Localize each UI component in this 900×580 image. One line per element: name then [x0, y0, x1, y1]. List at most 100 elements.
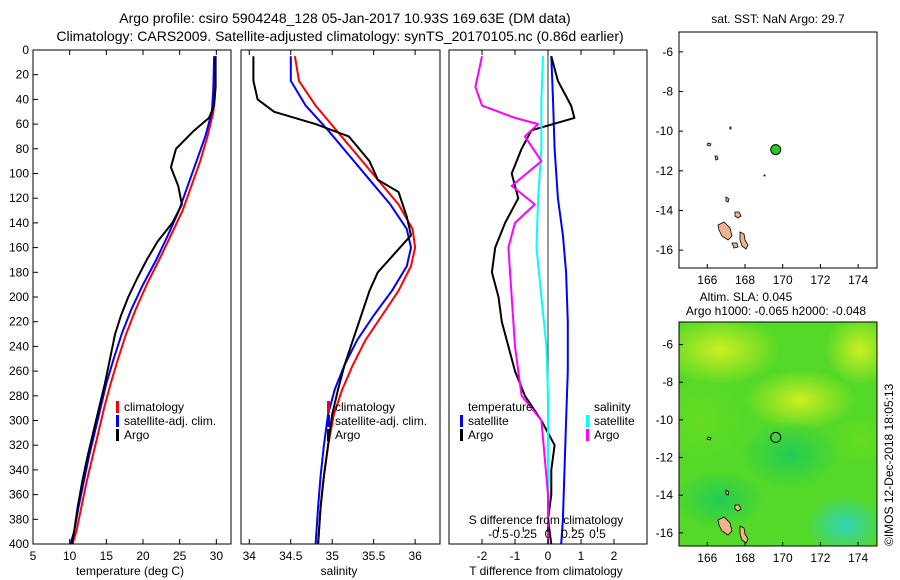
- legend-t-satellite: satellite: [468, 414, 509, 428]
- depth-tick-label: 280: [9, 389, 29, 403]
- depth-tick-label: 400: [9, 537, 29, 551]
- sst-map-xticks: 166 168 170 172 174: [697, 264, 868, 287]
- difference-t-xlabel: T difference from climatology: [469, 564, 623, 578]
- depth-tick-label: 200: [9, 290, 29, 304]
- salinity-xlabel: salinity: [321, 564, 358, 578]
- island: [725, 196, 730, 203]
- x-tick-label: 0: [545, 549, 552, 563]
- island: [739, 231, 749, 250]
- legend-t-argo: Argo: [468, 428, 494, 442]
- legend-salinity-header: salinity: [594, 400, 631, 414]
- sst-map-islands: [706, 126, 766, 250]
- x-tick-label: 20: [136, 549, 150, 563]
- salinity-frame: [240, 49, 441, 545]
- lon-tick-label: 172: [810, 273, 830, 287]
- lon-tick-label: 174: [848, 273, 868, 287]
- legend-climatology: climatology: [124, 400, 184, 414]
- island: [739, 525, 749, 544]
- legend-t-satellite-swatch: [460, 415, 463, 427]
- sla-map-frame: [678, 321, 878, 547]
- depth-tick-label: 320: [9, 438, 29, 452]
- lon-tick-label: 170: [773, 551, 793, 565]
- sla-mid: [679, 380, 740, 460]
- x-tick-label: -2: [477, 549, 488, 563]
- s-tick-label: 0.5: [589, 527, 606, 541]
- difference-s-xlabel: S difference from climatology: [469, 513, 624, 527]
- depth-tick-label: 80: [16, 142, 30, 156]
- lat-tick-label: -16: [656, 526, 674, 540]
- legend-argo: Argo: [124, 428, 150, 442]
- island: [763, 174, 766, 177]
- legend-climatology: climatology: [335, 400, 395, 414]
- sla-map-xticks: 166 168 170 172 174: [697, 542, 868, 565]
- series-argo: [252, 56, 412, 545]
- series-climatology: [71, 56, 217, 545]
- depth-tick-label: 340: [9, 463, 29, 477]
- series-argo: [70, 56, 217, 545]
- legend-satellite-swatch: [327, 415, 330, 427]
- x-tick-label: 5: [30, 549, 37, 563]
- sla-high: [745, 370, 855, 430]
- lon-tick-label: 168: [735, 273, 755, 287]
- sla-high: [825, 322, 877, 385]
- x-tick-label: 1: [578, 549, 585, 563]
- depth-tick-label: 360: [9, 488, 29, 502]
- temperature-legend: climatology satellite-adj. clim. Argo: [116, 400, 216, 442]
- sla-low: [740, 420, 840, 490]
- legend-climatology-swatch: [116, 401, 119, 413]
- x-tick-label: 35.5: [362, 549, 386, 563]
- difference-legend: temperature satellite Argo salinity sate…: [460, 400, 635, 442]
- sla-map-subtitle: Argo h1000: -0.065 h2000: -0.048: [686, 304, 866, 318]
- x-tick-label: 34: [243, 549, 257, 563]
- legend-s-satellite-swatch: [586, 415, 589, 427]
- lat-tick-label: -16: [656, 243, 674, 257]
- lat-tick-label: -10: [656, 413, 674, 427]
- lat-tick-label: -14: [656, 203, 674, 217]
- depth-tick-label: 100: [9, 167, 29, 181]
- s-tick-label: -0.5: [488, 527, 509, 541]
- legend-s-satellite: satellite: [594, 414, 635, 428]
- depth-tick-label: 160: [9, 241, 29, 255]
- depth-tick-label: 140: [9, 216, 29, 230]
- series-satellite-adj-clim-: [69, 56, 216, 545]
- island: [706, 436, 712, 441]
- depth-tick-label: 300: [9, 414, 29, 428]
- temperature-panel: 0 20 40 60 80 100 120 140 160 180 200 220 240 260 280 3…: [9, 43, 232, 578]
- lat-tick-label: -12: [656, 451, 674, 465]
- island: [706, 142, 712, 147]
- sla-high: [679, 322, 780, 385]
- salinity-legend: climatology satellite-adj. clim. Argo: [327, 400, 427, 442]
- island: [717, 516, 733, 536]
- legend-satellite: satellite-adj. clim.: [335, 414, 427, 428]
- temperature-xlabel: temperature (deg C): [76, 564, 184, 578]
- temperature-series: [69, 56, 217, 545]
- legend-t-argo-swatch: [460, 429, 463, 441]
- lon-tick-label: 172: [810, 551, 830, 565]
- lat-tick-label: -8: [662, 375, 673, 389]
- lat-tick-label: -12: [656, 164, 674, 178]
- sla-low: [679, 470, 765, 530]
- sla-argo-marker-layer: [770, 431, 782, 443]
- depth-tick-label: 380: [9, 512, 29, 526]
- imos-credit: ©IMOS 12-Dec-2018 18:05:13: [882, 383, 896, 546]
- lon-tick-label: 166: [697, 273, 717, 287]
- lat-tick-label: -14: [656, 488, 674, 502]
- island: [731, 242, 739, 249]
- depth-tick-label: 220: [9, 315, 29, 329]
- difference-series: [474, 50, 576, 545]
- salinity-series: [252, 56, 417, 545]
- x-tick-label: 36: [408, 549, 422, 563]
- title-line-1: Argo profile: csiro 5904248_128 05-Jan-2…: [119, 10, 570, 26]
- depth-tick-label: 120: [9, 191, 29, 205]
- series-satellite-adj-clim-: [289, 56, 412, 545]
- island: [714, 155, 719, 161]
- legend-satellite: satellite-adj. clim.: [124, 414, 216, 428]
- argo-position-marker: [770, 431, 782, 443]
- depth-tick-label: 40: [16, 92, 30, 106]
- x-tick-label: -1: [510, 549, 521, 563]
- sst-map-title: sat. SST: NaN Argo: 29.7: [711, 12, 845, 26]
- x-tick-label: 10: [63, 549, 77, 563]
- lon-tick-label: 174: [848, 551, 868, 565]
- depth-tick-label: 60: [16, 117, 30, 131]
